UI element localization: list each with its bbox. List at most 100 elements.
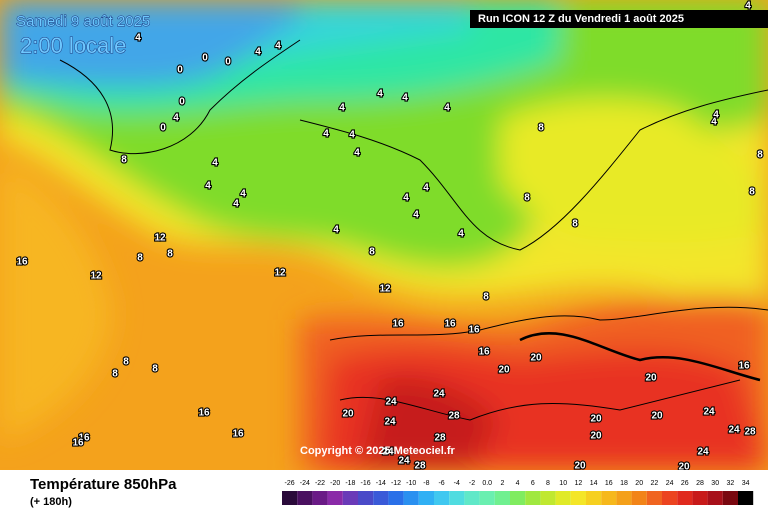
scale-swatch — [738, 491, 754, 505]
contour-label: 8 — [483, 292, 489, 303]
scale-swatch — [631, 491, 647, 505]
contour-label: 24 — [703, 407, 715, 418]
contour-label: 16 — [392, 319, 404, 330]
contour-label: 4 — [212, 158, 218, 169]
scale-swatch — [662, 491, 678, 505]
contour-label: 16 — [72, 438, 84, 449]
contour-label: 16 — [468, 325, 480, 336]
contour-label: 8 — [152, 364, 158, 375]
contour-label: 24 — [728, 425, 740, 436]
contour-label: 8 — [137, 253, 143, 264]
contour-label: 8 — [524, 193, 530, 204]
contour-label: 28 — [744, 427, 756, 438]
contour-label: 4 — [413, 210, 419, 221]
contour-label: 20 — [498, 365, 510, 376]
scale-swatch — [479, 491, 495, 505]
scale-label: 14 — [590, 480, 598, 487]
scale-label: 28 — [696, 480, 704, 487]
contour-label: 8 — [123, 357, 129, 368]
scale-swatch — [586, 491, 602, 505]
contour-label: 24 — [398, 456, 410, 467]
contour-label: 4 — [745, 1, 751, 12]
contour-label: 12 — [154, 233, 166, 244]
contour-label: 0 — [177, 65, 183, 76]
scale-swatch — [312, 491, 328, 505]
scale-label: -26 — [285, 480, 295, 487]
scale-label: 30 — [711, 480, 719, 487]
scale-swatch — [282, 491, 298, 505]
contour-label: 4 — [377, 89, 383, 100]
contour-label: 16 — [198, 408, 210, 419]
scale-swatch — [525, 491, 541, 505]
contour-label: 28 — [448, 411, 460, 422]
contour-label: 8 — [757, 150, 763, 161]
scale-label: 22 — [651, 480, 659, 487]
contour-label: 16 — [16, 257, 28, 268]
scale-swatch — [677, 491, 693, 505]
contour-label: 4 — [255, 47, 261, 58]
contour-label: 4 — [402, 93, 408, 104]
scale-swatch — [297, 491, 313, 505]
contour-label: 20 — [590, 414, 602, 425]
contour-label: 4 — [339, 103, 345, 114]
scale-label: -18 — [345, 480, 355, 487]
contour-label: 28 — [414, 461, 426, 472]
run-box — [470, 10, 768, 28]
scale-label: 2 — [500, 480, 504, 487]
map-field — [0, 0, 768, 470]
copyright: Copyright © 2025 Meteociel.fr — [300, 445, 456, 457]
time: 2:00 locale — [20, 33, 126, 58]
contour-label: 8 — [369, 247, 375, 258]
scale-label: -14 — [376, 480, 386, 487]
run: Run ICON 12 Z du Vendredi 1 août 2025 — [478, 13, 684, 25]
contour-label: 4 — [711, 117, 717, 128]
contour-label: 4 — [173, 113, 179, 124]
scale-label: -2 — [469, 480, 475, 487]
scale-label: 0.0 — [482, 480, 492, 487]
scale-swatch — [570, 491, 586, 505]
color-scale: -26 -24 -22 -20 -18 -16 -14 -12 -10 -8 -6 -4 -2 0.0 2 4… — [282, 480, 754, 505]
contour-label: 8 — [112, 369, 118, 380]
contour-label: 4 — [275, 41, 281, 52]
contour-label: 4 — [135, 33, 141, 44]
scale-label: 32 — [727, 480, 735, 487]
scale-swatch — [707, 491, 723, 505]
contour-label: 16 — [444, 319, 456, 330]
scale-label: -4 — [454, 480, 460, 487]
contour-label: 4 — [205, 181, 211, 192]
contour-label: 16 — [232, 429, 244, 440]
contour-label: 0 — [179, 97, 185, 108]
scale-label: -16 — [361, 480, 371, 487]
scale-label: -10 — [406, 480, 416, 487]
contour-label: 12 — [379, 284, 391, 295]
contour-label: 24 — [697, 447, 709, 458]
scale-swatch — [342, 491, 358, 505]
scale-label: -20 — [330, 480, 340, 487]
contour-label: 4 — [233, 199, 239, 210]
scale-swatch — [388, 491, 404, 505]
contour-label: 16 — [738, 361, 750, 372]
contour-label: 20 — [342, 409, 354, 420]
contour-label: 20 — [651, 411, 663, 422]
contour-label: 20 — [645, 373, 657, 384]
contour-label: 8 — [167, 249, 173, 260]
scale-swatch — [464, 491, 480, 505]
contour-label: 28 — [434, 433, 446, 444]
contour-label: 8 — [121, 155, 127, 166]
scale-swatch — [418, 491, 434, 505]
contour-label: 20 — [530, 353, 542, 364]
scale-label: 20 — [635, 480, 643, 487]
contour-label: 8 — [749, 187, 755, 198]
date: Samedi 9 août 2025 — [16, 13, 150, 30]
scale-label: 4 — [516, 480, 520, 487]
contour-label: 4 — [333, 225, 339, 236]
scale-swatch — [434, 491, 450, 505]
contour-label: 4 — [349, 130, 355, 141]
footer-lead: (+ 180h) — [30, 496, 72, 508]
scale-swatch — [373, 491, 389, 505]
contour-label: 24 — [385, 397, 397, 408]
contour-label: 4 — [713, 110, 719, 121]
scale-swatch — [722, 491, 738, 505]
